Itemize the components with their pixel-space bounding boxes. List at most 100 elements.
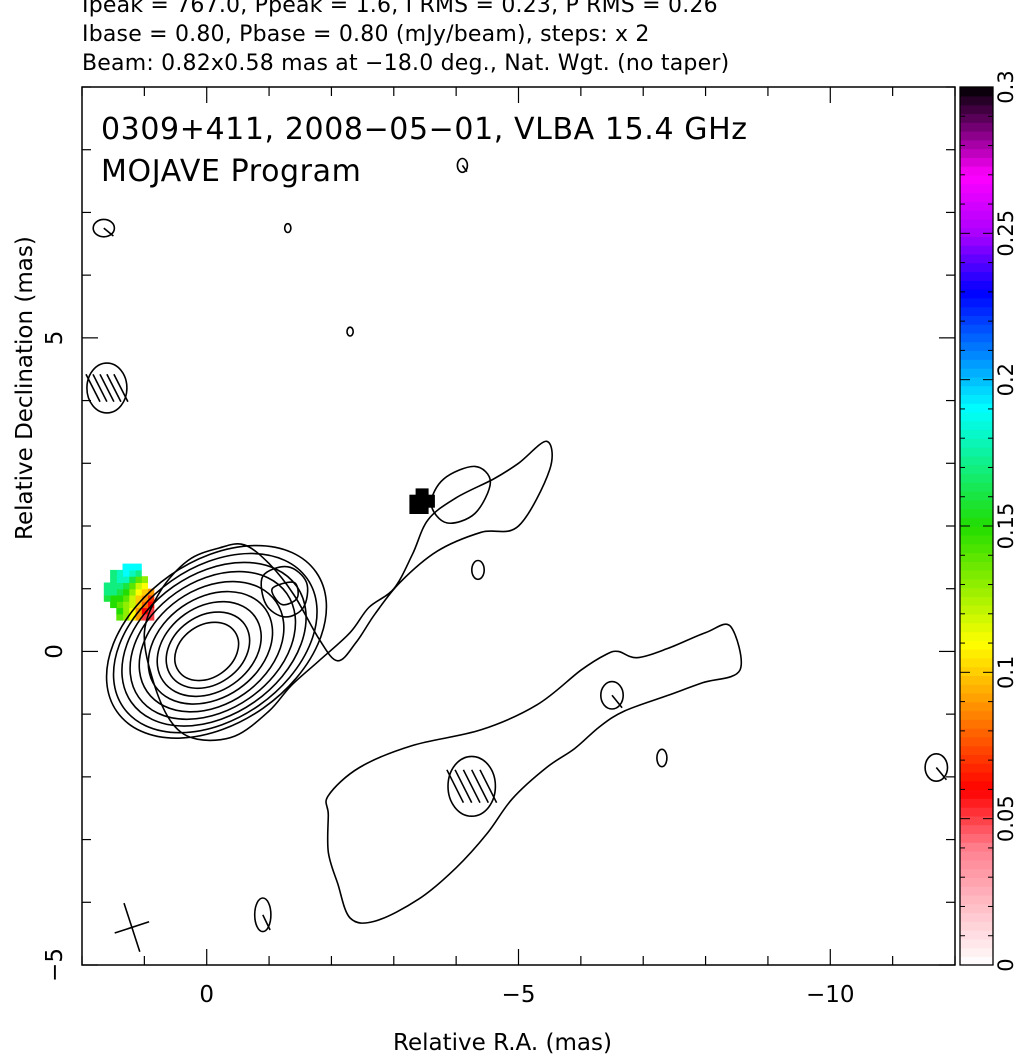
colorbar-cell — [960, 473, 993, 483]
colorbar-cell — [960, 657, 993, 668]
polarization-pixel — [122, 595, 130, 602]
hatch-line — [479, 769, 498, 804]
lower-component-contour — [325, 623, 742, 924]
colorbar-cell — [960, 780, 993, 791]
core-contour — [112, 552, 318, 734]
polarization-pixel — [409, 507, 417, 514]
colorbar-cell — [960, 130, 993, 141]
polarization-pixel — [135, 582, 142, 590]
colorbar-cell — [960, 236, 993, 246]
y-tick-label: −5 — [42, 948, 68, 982]
colorbar-cell — [960, 148, 993, 158]
x-tick-label: 0 — [199, 982, 214, 1008]
colorbar-cell — [960, 727, 993, 738]
polarization-pixel — [421, 500, 429, 508]
colorbar-cell — [960, 508, 993, 518]
colorbar-cell — [960, 341, 993, 352]
core-contour — [138, 580, 285, 713]
hatch-line — [462, 769, 481, 804]
polarization-pixel — [141, 588, 148, 596]
colorbar-cell — [960, 376, 993, 387]
colorbar-cell — [960, 921, 993, 931]
x-axis-label: Relative R.A. (mas) — [393, 1030, 612, 1056]
colorbar-cell — [960, 174, 993, 185]
colorbar-cell — [960, 447, 993, 457]
polarization-pixel — [141, 576, 148, 583]
contour-layer — [85, 157, 949, 952]
polarization-pixel — [116, 613, 124, 621]
colorbar-cell — [960, 596, 993, 606]
colorbar-cell — [960, 368, 993, 378]
hatch-line — [454, 769, 473, 804]
colorbar-cell — [960, 710, 993, 720]
colorbar-cell — [960, 166, 993, 176]
polarization-pixel — [116, 588, 124, 596]
colorbar-cell — [960, 482, 993, 492]
colorbar-cell — [960, 622, 993, 633]
axes-layer: 0 −5 −10 −5 0 5 — [42, 86, 956, 1008]
hatch-line — [113, 373, 129, 403]
colorbar-cell — [960, 139, 993, 150]
contour-tick — [611, 694, 623, 709]
polarization-pixel — [116, 569, 124, 577]
polarization-pixel — [122, 563, 130, 571]
colorbar-cell — [960, 692, 993, 703]
polarization-pixel — [128, 582, 136, 590]
colorbar-cell — [960, 394, 993, 404]
core-contour — [105, 544, 328, 739]
polarization-pixel — [409, 500, 417, 508]
colorbar-tick-label: 0.15 — [994, 503, 1018, 550]
colorbar-cell — [960, 87, 993, 97]
colorbar-cell — [960, 745, 993, 755]
colorbar-cell — [960, 95, 993, 106]
polarization-pixel — [128, 576, 136, 583]
small-contour — [283, 222, 292, 234]
polarization-pixel — [110, 582, 117, 590]
polarization-pixel — [415, 488, 423, 496]
x-tick-label: −5 — [502, 982, 536, 1008]
small-contour — [253, 897, 272, 933]
polarization-pixel — [110, 569, 117, 577]
colorbar-cell — [960, 771, 993, 782]
colorbar-cell — [960, 587, 993, 597]
colorbar-cell — [960, 754, 993, 764]
colorbar-cell — [960, 613, 993, 624]
polarization-pixel — [147, 588, 155, 596]
colorbar-tick-label: 0.2 — [994, 363, 1018, 396]
colorbar-cell — [960, 157, 993, 167]
hatch-line — [446, 769, 465, 804]
colorbar-cell — [960, 262, 993, 273]
polarization-pixel — [415, 500, 423, 508]
polarization-pixel — [141, 582, 148, 590]
polarization-pixel — [116, 607, 124, 615]
contour-tick — [103, 227, 114, 237]
colorbar-cell — [960, 201, 993, 211]
contour-tick — [262, 914, 271, 931]
polarization-pixel — [135, 613, 142, 621]
x-tick-label: −10 — [806, 982, 855, 1008]
y-tick-label: 0 — [42, 644, 68, 659]
colorbar-cell — [960, 429, 993, 439]
polarization-pixel — [110, 595, 117, 602]
core-contour — [174, 621, 240, 682]
small-contour — [346, 326, 354, 337]
colorbar-cell — [960, 543, 993, 554]
colorbar-tick-label: 0.3 — [994, 70, 1018, 103]
polarization-pixel — [116, 601, 124, 609]
polarization-pixel — [135, 576, 142, 583]
colorbar-cell — [960, 315, 993, 325]
colorbar-cell — [960, 763, 993, 773]
colorbar-cell — [960, 868, 993, 878]
colorbar-cell — [960, 359, 993, 369]
polarization-pixel — [415, 507, 423, 514]
hatch-line — [470, 769, 490, 804]
polarization-pixel — [135, 569, 142, 577]
polarization-pixel — [421, 488, 429, 496]
polarization-pixel — [415, 494, 423, 502]
knot-contour — [430, 465, 492, 525]
colorbar-cell — [960, 245, 993, 255]
colorbar-cell — [960, 455, 993, 466]
colorbar-tick-label: 0 — [994, 958, 1018, 971]
core-contour — [129, 570, 297, 721]
